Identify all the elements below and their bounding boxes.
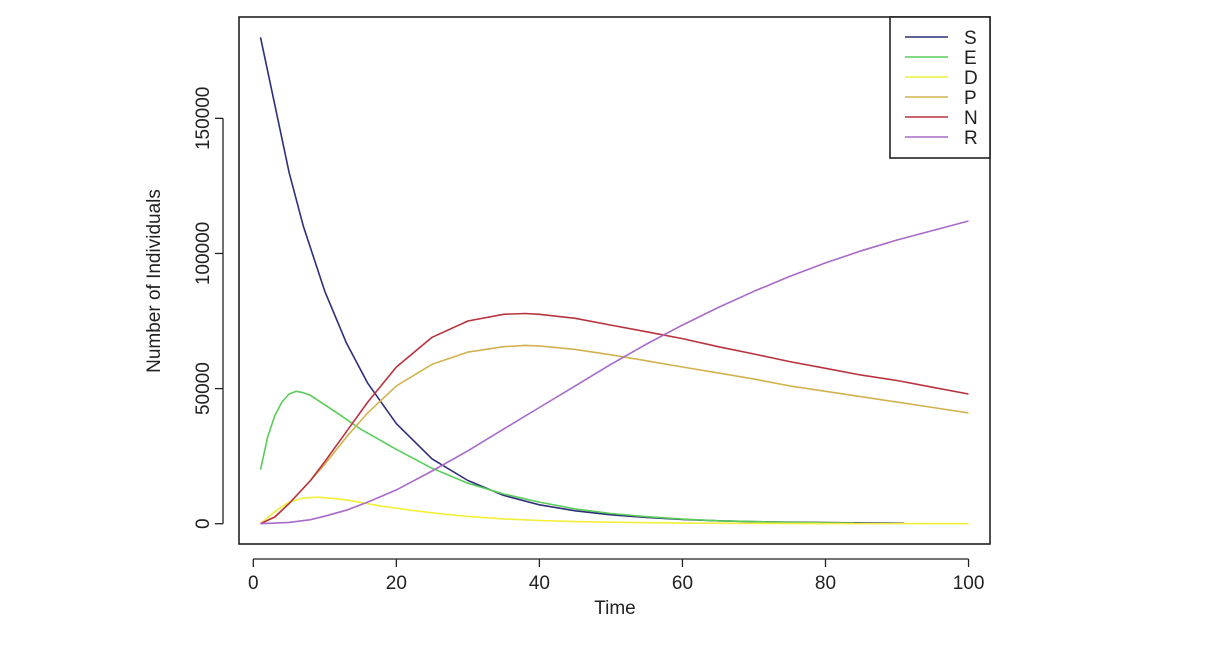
x-tick-label: 60 — [672, 573, 693, 594]
y-tick-label: 50000 — [193, 362, 214, 415]
series-line-S — [259, 37, 905, 524]
y-tick-label: 0 — [193, 518, 214, 529]
x-tick-label: 100 — [953, 573, 985, 594]
series-line-R — [260, 220, 969, 525]
legend-label-N: N — [964, 108, 978, 129]
x-axis-title: Time — [594, 598, 636, 619]
legend-label-P: P — [964, 88, 977, 109]
legend-label-S: S — [964, 28, 977, 49]
x-tick-label: 80 — [815, 573, 836, 594]
y-axis-title: Number of Individuals — [144, 189, 165, 373]
x-tick-label: 40 — [529, 573, 550, 594]
legend-box — [889, 16, 991, 159]
y-axis: 0 50000 100000 150000 — [193, 87, 224, 529]
series-line-E — [259, 390, 855, 524]
x-tick-label: 20 — [386, 573, 407, 594]
plot-box — [238, 16, 991, 545]
x-axis: 0 20 40 60 80 100 — [248, 558, 985, 594]
x-tick-label: 0 — [248, 573, 259, 594]
y-tick-label: 100000 — [193, 222, 214, 285]
legend-label-E: E — [964, 48, 977, 69]
legend-label-R: R — [964, 128, 978, 149]
series-line-N — [260, 312, 969, 525]
series-line-D — [259, 496, 969, 525]
y-tick-label: 150000 — [193, 87, 214, 150]
series-line-P — [260, 344, 969, 525]
series-lines — [259, 37, 969, 525]
legend-label-D: D — [964, 68, 978, 89]
